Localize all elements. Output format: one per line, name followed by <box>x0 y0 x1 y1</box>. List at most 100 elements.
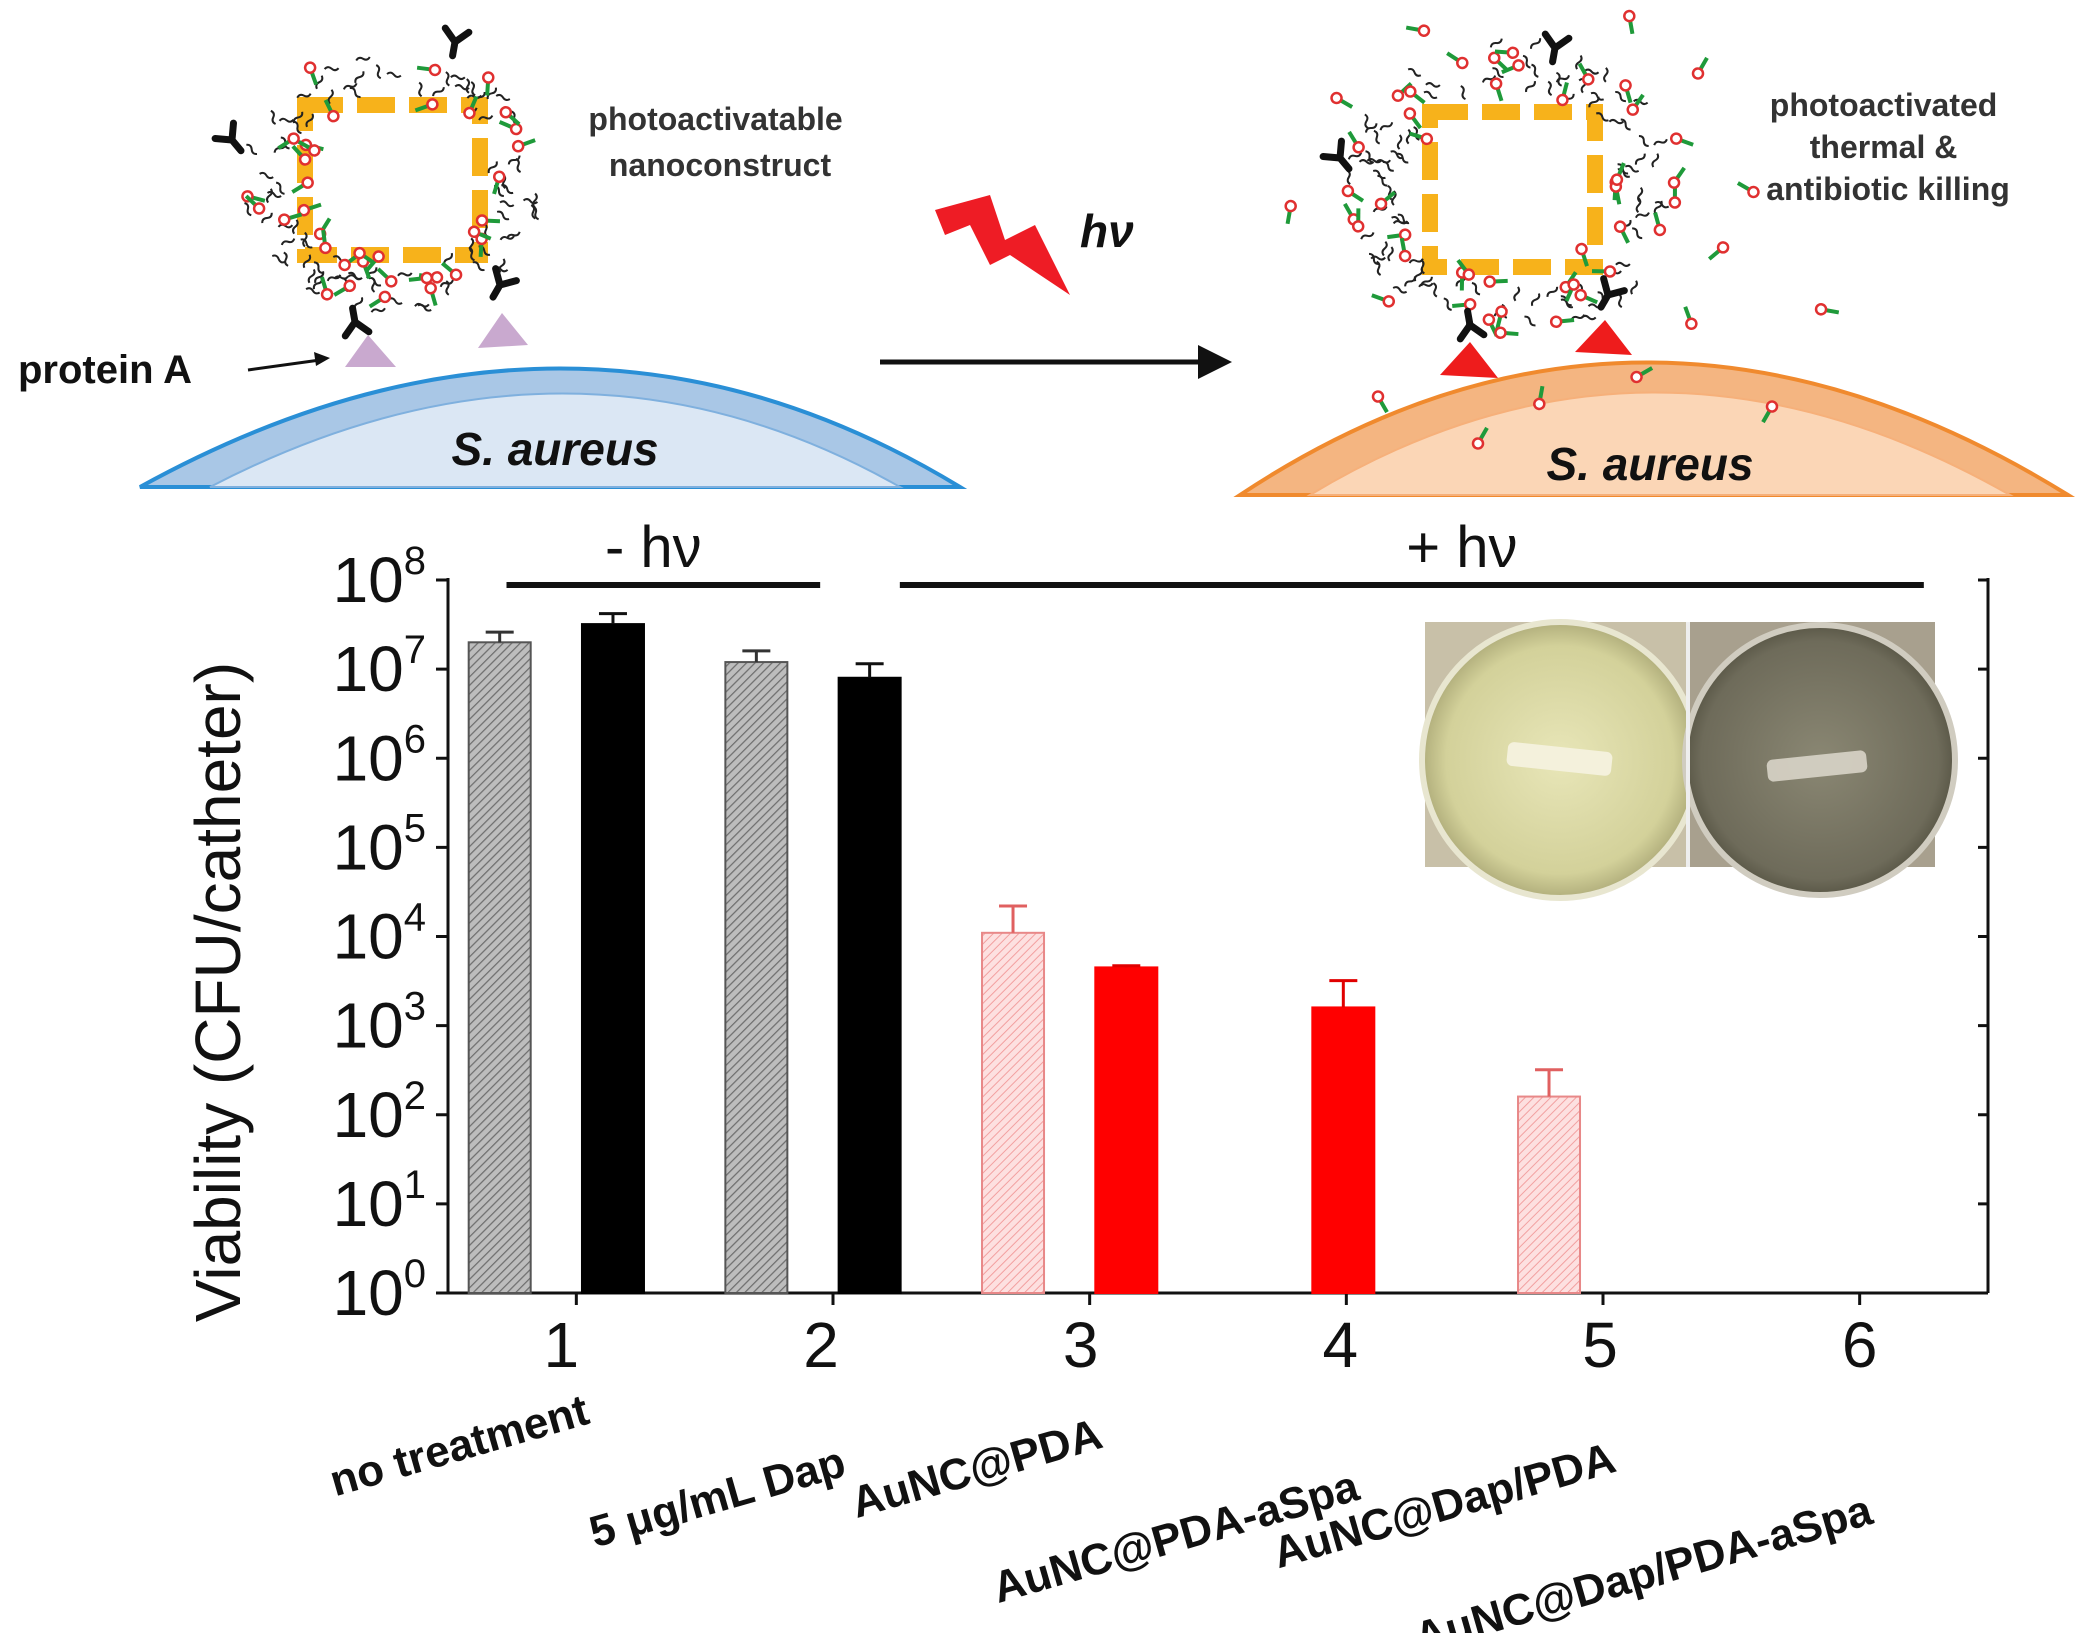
polymer-strand <box>1460 85 1466 101</box>
polymer-strand <box>292 111 304 124</box>
drug-molecule-icon <box>297 202 322 217</box>
drug-molecule-icon <box>1610 162 1626 186</box>
drug-molecule-icon <box>1446 51 1469 70</box>
polymer-strand <box>1405 128 1412 145</box>
polymer-strand <box>1530 293 1541 307</box>
polymer-strand <box>1365 123 1378 133</box>
polymer-strand <box>1418 282 1434 288</box>
schematic: S. aureus protein A photoactivatable nan… <box>18 9 2076 497</box>
polymer-strand <box>266 188 273 204</box>
polymer-strand <box>1633 98 1649 106</box>
polymer-strand <box>397 272 413 277</box>
drug-molecule-icon <box>278 212 303 226</box>
group-labels: - hν + hν <box>506 515 1924 588</box>
polymer-strand <box>1651 153 1660 168</box>
x-tick-label: 2 <box>803 1309 839 1381</box>
drug-molecule-icon <box>1371 390 1389 414</box>
drug-molecule-icon <box>1398 237 1412 263</box>
polymer-strand <box>333 275 349 280</box>
polymer-strand <box>1391 215 1406 224</box>
drug-molecule-icon <box>333 279 356 297</box>
polymer-strand <box>1588 96 1600 108</box>
polymer-strand <box>302 254 312 269</box>
drug-molecule-icon <box>1619 79 1633 104</box>
polymer-strand <box>439 279 454 288</box>
protein-a-left-1 <box>345 335 396 367</box>
drug-molecule-icon <box>244 194 266 215</box>
y-tick-label: 100 <box>333 1252 426 1329</box>
polymer-strand <box>1524 315 1536 327</box>
hv-label: hν <box>1080 205 1134 257</box>
nanoconstruct-label-line-2: nanoconstruct <box>609 147 832 183</box>
drug-molecule-icon <box>368 290 392 309</box>
drug-molecule-icon <box>1577 62 1595 86</box>
antibody-group-right <box>1319 30 1628 343</box>
nanoconstruct-left <box>241 56 540 313</box>
drug-molecule-icon <box>499 105 521 126</box>
y-tick-label: 108 <box>333 539 426 616</box>
bar <box>580 623 645 1294</box>
lightning-bolt-icon <box>935 195 1070 295</box>
bar <box>1311 1006 1376 1294</box>
polymer-strand <box>417 303 432 312</box>
polymer-strand <box>470 81 476 97</box>
gold-nanocage-left <box>297 97 488 263</box>
polymer-strand <box>465 78 471 94</box>
category-name: AuNC@PDA <box>846 1410 1108 1528</box>
polymer-strand <box>486 87 497 100</box>
polymer-strand <box>496 210 510 221</box>
polymer-strand <box>1525 81 1536 93</box>
bacterium-right-label: S. aureus <box>1546 438 1753 490</box>
polymer-strand <box>370 307 386 313</box>
drug-molecule-icon <box>424 281 438 307</box>
polymer-strand <box>1603 67 1609 83</box>
polymer-strand <box>347 271 362 280</box>
y-axis-right <box>1978 578 1990 1295</box>
killing-label: photoactivated thermal & antibiotic kill… <box>1766 87 2010 207</box>
polymer-strand <box>1634 153 1646 165</box>
y-tick-label: 105 <box>333 806 426 883</box>
polymer-strand <box>1489 38 1503 48</box>
polymer-strand <box>1513 286 1521 302</box>
polymer-strand <box>283 251 289 267</box>
polymer-strand <box>1653 200 1663 214</box>
polymer-strand <box>271 254 286 264</box>
polymer-strand <box>1637 186 1644 203</box>
drug-molecule-icon <box>1374 190 1397 211</box>
polymer-strand <box>1381 240 1388 257</box>
polymer-strand <box>1653 138 1668 146</box>
killing-label-line-2: thermal & <box>1810 129 1958 165</box>
polymer-strand <box>501 184 514 195</box>
polymer-strand <box>1347 152 1363 160</box>
drug-molecule-icon <box>1452 298 1477 311</box>
antibody-icon <box>1597 275 1628 311</box>
protein-a-label: protein A <box>18 348 192 392</box>
polymer-strand <box>1346 169 1351 186</box>
drug-molecule-icon <box>1683 306 1698 331</box>
polymer-strand <box>507 155 521 165</box>
polymer-strand <box>296 93 312 99</box>
drug-molecule-icon <box>1501 59 1525 75</box>
polymer-strand <box>305 287 321 295</box>
x-tick-label: 1 <box>544 1309 580 1381</box>
drug-molecule-icon <box>1626 93 1645 116</box>
polymer-strand <box>1530 38 1542 49</box>
polymer-strand <box>278 117 295 123</box>
polymer-strand <box>1404 276 1416 287</box>
polymer-strand <box>1377 174 1388 187</box>
polymer-strand <box>1372 169 1386 180</box>
antibody-icon <box>1456 307 1488 343</box>
bar <box>837 676 902 1294</box>
drug-molecule-icon <box>440 261 463 282</box>
polymer-strand <box>468 246 475 262</box>
drug-molecule-icon <box>482 71 495 96</box>
antibody-group-left <box>211 24 520 340</box>
drug-molecule-icon <box>319 229 332 255</box>
category-name: 5 μg/mL Dap <box>584 1438 851 1558</box>
polymer-strand <box>244 202 252 217</box>
polymer-strand <box>349 86 361 98</box>
polymer-strand <box>375 64 382 80</box>
gold-nanocage-right <box>1422 104 1603 275</box>
polymer-strand <box>1392 286 1408 294</box>
polymer-strand <box>368 277 382 287</box>
